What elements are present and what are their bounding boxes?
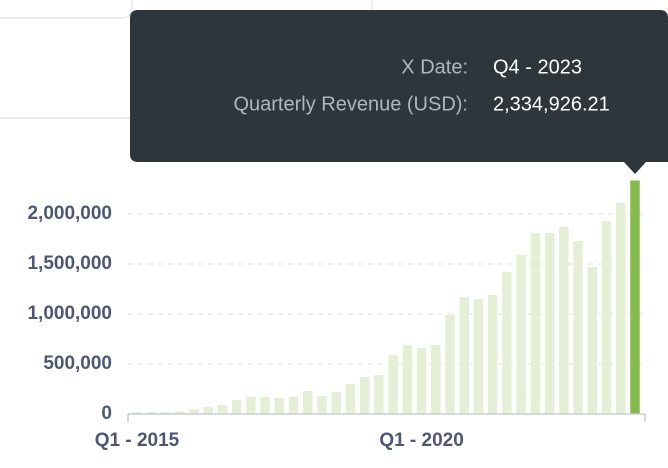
bar: [559, 227, 569, 414]
plot: 0 500,000 1,000,000 1,500,000 2,000,000 Q1 - …: [27, 180, 646, 451]
y-tick-label: 1,000,000: [27, 303, 112, 324]
bar: [473, 299, 484, 414]
bar: [359, 377, 370, 414]
bar: [502, 272, 512, 414]
bar: [217, 405, 228, 414]
bar: [601, 221, 612, 414]
bar: [516, 255, 526, 414]
bar: [459, 297, 470, 414]
tooltip-value: Q4 - 2023: [493, 56, 582, 78]
tooltip-value: 2,334,926.21: [493, 93, 610, 115]
bar: [345, 384, 356, 414]
bar: [231, 400, 242, 414]
x-tick-label: Q1 - 2015: [95, 430, 180, 451]
y-tick-label: 0: [101, 403, 112, 424]
bar: [402, 345, 413, 414]
bar: [431, 345, 441, 414]
bar: [132, 412, 142, 414]
bar: [487, 295, 498, 414]
bar: [331, 392, 341, 414]
y-tick-label: 2,000,000: [27, 203, 112, 224]
bar: [146, 412, 156, 414]
bar: [544, 233, 555, 414]
y-tick-label: 1,500,000: [27, 253, 112, 274]
bar: [189, 409, 199, 414]
tooltip: X Date: Q4 - 2023 Quarterly Revenue (USD…: [130, 10, 668, 174]
bar: [530, 233, 541, 414]
bar: [274, 398, 285, 414]
bar: [388, 355, 398, 414]
x-tick-label: Q1 - 2020: [379, 430, 464, 451]
bar: [630, 180, 640, 414]
bar: [616, 203, 626, 414]
bar: [160, 412, 171, 414]
bar: [246, 397, 256, 414]
bar: [203, 407, 213, 414]
bar: [445, 315, 455, 414]
bar: [587, 267, 598, 414]
bar: [288, 397, 299, 414]
bar: [260, 397, 270, 414]
tooltip-key: X Date:: [401, 56, 468, 78]
tooltip-key: Quarterly Revenue (USD):: [233, 93, 468, 115]
bar: [317, 396, 327, 414]
bar: [416, 348, 427, 414]
bar: [174, 411, 185, 414]
bar: [302, 391, 313, 414]
y-tick-label: 500,000: [43, 353, 112, 374]
background-cards: [0, 0, 373, 119]
bar: [374, 375, 384, 414]
bar: [573, 241, 583, 414]
